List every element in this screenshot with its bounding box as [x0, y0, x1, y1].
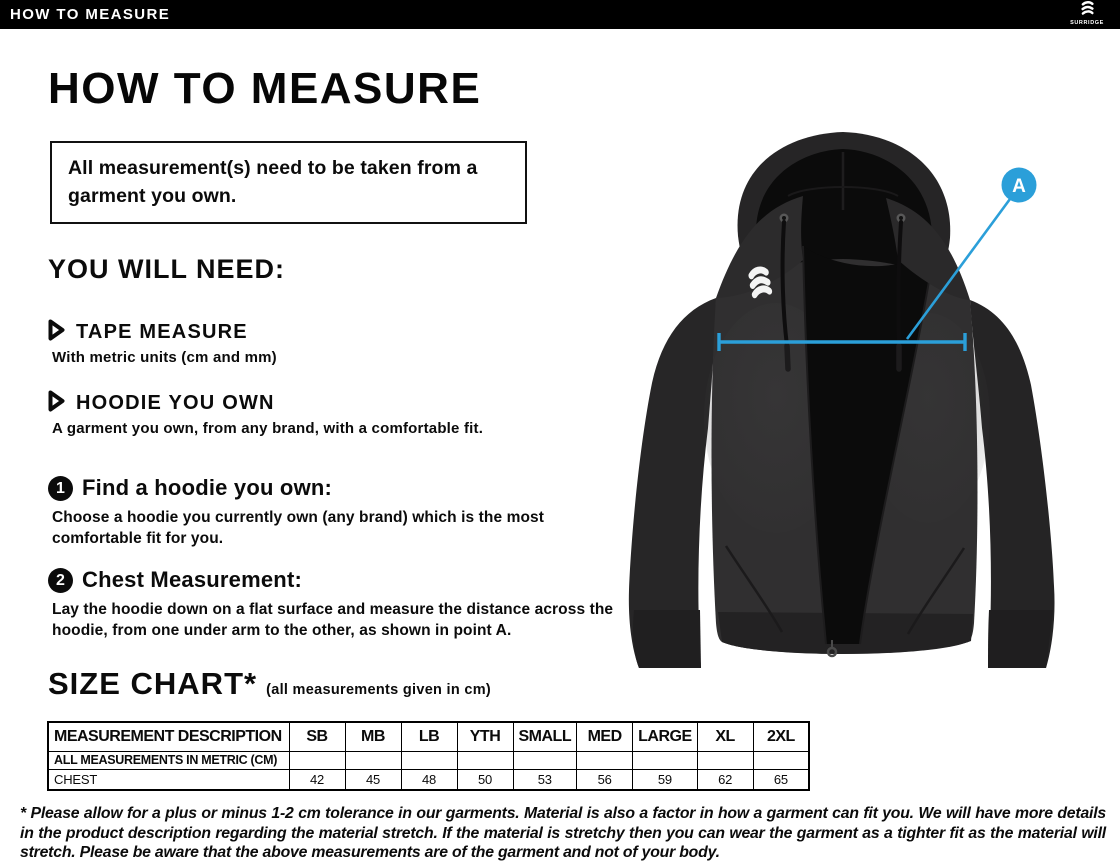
table-cell: 42	[288, 768, 346, 791]
top-bar: HOW TO MEASURE SURRIDGE	[0, 0, 1120, 29]
need-item-tape-measure: TAPE MEASURE With metric units (cm and m…	[48, 319, 277, 366]
need-item-description: A garment you own, from any brand, with …	[52, 420, 484, 437]
tolerance-footnote: * Please allow for a plus or minus 1-2 c…	[20, 805, 1106, 861]
hoodie-illustration: A	[628, 132, 1055, 668]
table-cell: 50	[456, 768, 514, 791]
chest-measurement-annotation: A	[717, 167, 1037, 351]
column-header: 2XL	[752, 721, 810, 752]
table-cell: 45	[344, 768, 402, 791]
table-cell	[344, 750, 402, 770]
table-cell	[512, 750, 578, 770]
table-cell	[400, 750, 458, 770]
size-chart-table: MEASUREMENT DESCRIPTION SB MB LB YTH SMA…	[47, 721, 811, 791]
need-item-label: HOODIE YOU OWN	[76, 392, 275, 414]
annotation-leader-line	[905, 198, 1012, 340]
triangle-bullet-icon	[48, 390, 65, 417]
point-a-marker	[1001, 167, 1037, 203]
table-cell	[696, 750, 754, 770]
column-header: MEASUREMENT DESCRIPTION	[47, 721, 290, 752]
surridge-brand-name: SURRIDGE	[1070, 20, 1104, 26]
table-cell	[288, 750, 346, 770]
need-item-description: With metric units (cm and mm)	[52, 349, 277, 366]
step-description: Choose a hoodie you currently own (any b…	[52, 509, 545, 547]
you-will-need-heading: YOU WILL NEED:	[48, 254, 286, 284]
column-header: MB	[344, 721, 402, 752]
page-title: HOW TO MEASURE	[48, 64, 482, 113]
table-cell	[576, 750, 634, 770]
surridge-s-icon	[1079, 1, 1096, 20]
step-1: 1 Find a hoodie you own: Choose a hoodie…	[48, 475, 637, 549]
step-title: Find a hoodie you own:	[82, 475, 333, 500]
need-item-label: TAPE MEASURE	[76, 321, 248, 343]
surridge-logo[interactable]: SURRIDGE	[1064, 1, 1110, 28]
table-row: ALL MEASUREMENTS IN METRIC (CM)	[47, 750, 810, 770]
size-chart-title: SIZE CHART*	[48, 666, 258, 701]
column-header: LARGE	[632, 721, 698, 752]
column-header: SB	[288, 721, 346, 752]
table-cell: 59	[632, 768, 698, 791]
column-header: XL	[696, 721, 754, 752]
column-header: MED	[576, 721, 634, 752]
top-bar-title: HOW TO MEASURE	[10, 6, 171, 23]
size-chart-heading-row: SIZE CHART* (all measurements given in c…	[48, 666, 491, 702]
column-header: LB	[400, 721, 458, 752]
step-number-badge: 1	[48, 475, 73, 501]
table-cell: 62	[696, 768, 754, 791]
table-cell: 48	[400, 768, 458, 791]
table-cell	[632, 750, 698, 770]
row-label: ALL MEASUREMENTS IN METRIC (CM)	[47, 750, 290, 770]
step-title: Chest Measurement:	[82, 567, 302, 592]
table-cell: 65	[752, 768, 810, 791]
column-header: SMALL	[512, 721, 578, 752]
notice-box: All measurement(s) need to be taken from…	[50, 141, 527, 224]
table-cell: 56	[576, 768, 634, 791]
table-cell: 53	[512, 768, 578, 791]
table-row: CHEST 42 45 48 50 53 56 59 62 65	[47, 768, 810, 791]
column-header: YTH	[456, 721, 514, 752]
table-cell	[752, 750, 810, 770]
table-header-row: MEASUREMENT DESCRIPTION SB MB LB YTH SMA…	[47, 721, 810, 752]
chest-logo-s-icon	[748, 266, 773, 299]
need-item-hoodie: HOODIE YOU OWN A garment you own, from a…	[48, 390, 483, 437]
step-number-badge: 2	[48, 567, 73, 593]
row-label: CHEST	[47, 768, 290, 791]
point-a-label: A	[1012, 176, 1026, 197]
hoodie-figure: A	[598, 118, 1120, 678]
step-2: 2 Chest Measurement: Lay the hoodie down…	[48, 567, 637, 641]
table-cell	[456, 750, 514, 770]
size-chart-subtitle: (all measurements given in cm)	[266, 682, 492, 698]
triangle-bullet-icon	[48, 319, 65, 346]
step-description: Lay the hoodie down on a flat surface an…	[52, 601, 614, 639]
